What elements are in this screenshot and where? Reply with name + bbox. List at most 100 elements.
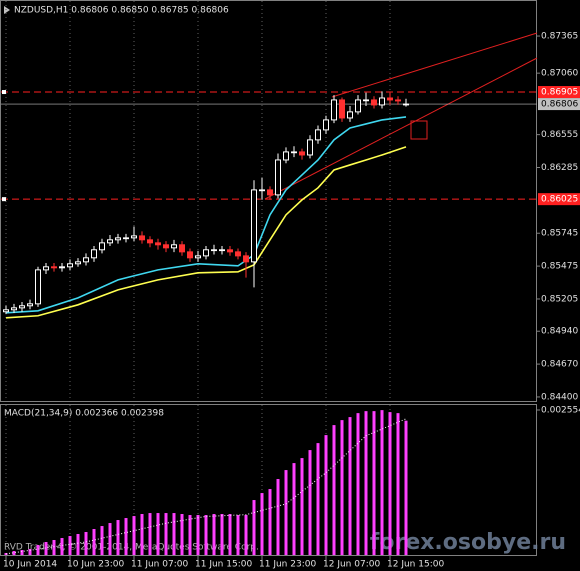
y-tick-label: 0.84670: [541, 360, 578, 370]
y-tick-label: 0.84940: [541, 327, 578, 337]
candle-body: [75, 261, 81, 265]
level-label: 0.86806: [541, 100, 578, 110]
macd-bar: [20, 550, 24, 555]
macd-bar: [188, 515, 192, 555]
macd-bar: [156, 513, 160, 555]
macd-bar: [164, 513, 168, 555]
candle-body: [123, 237, 129, 240]
candle-body: [83, 257, 89, 263]
candle-body: [67, 263, 73, 268]
candle-body: [355, 99, 361, 113]
candle-body: [251, 189, 257, 263]
macd-bar: [340, 420, 344, 555]
candle-body: [139, 235, 145, 241]
candle-body: [291, 151, 297, 154]
y-tick-label: 0.87060: [541, 69, 578, 79]
macd-bar: [172, 513, 176, 555]
trend-line: [264, 57, 538, 200]
macd-bar: [4, 553, 8, 555]
moving-average: [5, 116, 407, 314]
candle-body: [363, 99, 369, 102]
candle-body: [27, 303, 33, 307]
y-tick-label: 0.85205: [541, 294, 578, 304]
macd-bar: [348, 417, 352, 555]
macd-bar: [316, 443, 320, 555]
macd-bar: [100, 526, 104, 555]
macd-bar: [76, 533, 80, 555]
y-tick-label: 0.86285: [541, 163, 578, 173]
macd-bar: [12, 551, 16, 555]
candle-body: [115, 237, 121, 241]
macd-bar: [380, 410, 384, 555]
candle-body: [339, 99, 345, 119]
main-panel: [0, 0, 537, 402]
macd-bar: [60, 538, 64, 555]
candle-body: [395, 99, 401, 102]
candle-body: [235, 251, 241, 257]
marker-box: [410, 120, 428, 140]
level-anchor: [2, 197, 6, 202]
candle-body: [107, 239, 113, 244]
candle-body: [99, 242, 105, 251]
macd-bar: [124, 518, 128, 555]
y-tick-label: 0.86555: [541, 130, 578, 140]
macd-bar: [396, 413, 400, 555]
macd-bar: [292, 463, 296, 555]
x-tick-label: 11 Jun 15:00: [195, 560, 252, 570]
y-tick-label: 0.84400: [541, 392, 578, 402]
macd-bar: [36, 545, 40, 555]
macd-bar: [228, 514, 232, 555]
candle-body: [91, 249, 97, 259]
candle-body: [59, 266, 65, 269]
candle-body: [187, 251, 193, 259]
macd-bar: [196, 515, 200, 555]
macd-bar: [324, 435, 328, 555]
copyright: RVD Trader 4, © 2001-2014, MetaQuotes So…: [4, 543, 259, 553]
candle-body: [171, 244, 177, 249]
candle-body: [51, 266, 57, 269]
x-tick-label: 12 Jun 07:00: [323, 560, 380, 570]
candle-body: [131, 235, 137, 239]
level-box: [538, 98, 580, 111]
candle-body: [315, 129, 321, 141]
macd-bar: [268, 489, 272, 555]
candle-body: [275, 159, 281, 196]
title-icon: [4, 6, 10, 14]
chart-title: NZDUSD,H1 0.86806 0.86850 0.86785 0.8680…: [14, 6, 229, 16]
macd-bar: [180, 514, 184, 555]
candle-body: [3, 309, 9, 313]
macd-bar: [372, 411, 376, 555]
macd-bar: [220, 514, 224, 555]
candle-body: [203, 249, 209, 257]
macd-bar: [204, 515, 208, 555]
candle-body: [43, 266, 49, 271]
candle-body: [371, 99, 377, 106]
candle-body: [347, 111, 353, 119]
macd-bar: [308, 450, 312, 555]
macd-bar: [244, 515, 248, 555]
macd-bar: [84, 532, 88, 555]
y-tick-label: 0.002554: [541, 406, 580, 416]
x-tick-label: 10 Jun 2014: [3, 560, 57, 570]
candle-body: [211, 249, 217, 252]
x-tick-label: 11 Jun 07:00: [131, 560, 188, 570]
candle-body: [403, 103, 409, 106]
candle-body: [387, 97, 393, 101]
macd-bar: [132, 516, 136, 555]
x-tick-label: 12 Jun 15:00: [387, 560, 444, 570]
macd-bar: [140, 514, 144, 555]
level-anchor: [2, 90, 6, 95]
candle-body: [331, 99, 337, 121]
candle-body: [283, 151, 289, 161]
candle-body: [379, 97, 385, 106]
macd-bar: [276, 479, 280, 555]
macd-bar: [116, 520, 120, 555]
macd-bar: [52, 540, 56, 555]
candle-body: [307, 139, 313, 156]
x-tick-label: 10 Jun 23:00: [67, 560, 124, 570]
macd-bar: [148, 513, 152, 555]
macd-bar: [332, 425, 336, 555]
trend-line: [331, 32, 538, 98]
candle-body: [243, 255, 249, 263]
candle-body: [227, 249, 233, 253]
